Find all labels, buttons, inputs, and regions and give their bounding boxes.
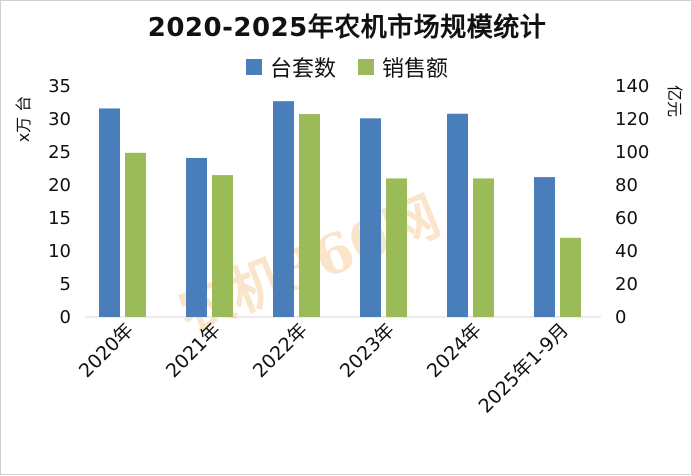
y-left-axis-title: x万 台 <box>14 96 33 143</box>
bar-units-1 <box>99 108 120 317</box>
y-right-tick-label: 80 <box>615 175 638 196</box>
y-right-tick-label: 60 <box>615 208 638 229</box>
bar-sales-4 <box>386 178 407 317</box>
y-left-tick-label: 25 <box>48 142 71 163</box>
legend-label-sales: 销售额 <box>382 57 449 82</box>
y-right-tick-label: 0 <box>615 307 626 328</box>
y-left-tick-label: 5 <box>60 274 71 295</box>
y-left-tick-label: 15 <box>48 208 71 229</box>
x-tick-label: 2023年 <box>336 319 399 382</box>
legend-label-units: 台套数 <box>269 57 336 82</box>
x-tick-label: 2020年 <box>75 319 138 382</box>
x-tick-label: 2024年 <box>423 319 486 382</box>
bar-units-6 <box>534 177 555 317</box>
y-right-tick-label: 120 <box>615 109 649 130</box>
y-left-tick-label: 35 <box>48 76 71 97</box>
legend-item-sales: 销售额 <box>358 51 448 83</box>
y-right-tick-label: 20 <box>615 274 638 295</box>
y-right-tick-label: 140 <box>615 76 649 97</box>
bar-sales-2 <box>212 175 233 317</box>
legend-swatch-sales <box>358 59 374 75</box>
legend-swatch-units <box>245 59 262 75</box>
y-left-tick-label: 10 <box>48 241 71 262</box>
bar-sales-5 <box>473 178 494 317</box>
bar-units-5 <box>447 113 468 317</box>
y-left-tick-label: 30 <box>48 109 71 130</box>
chart-title: 2020-2025年农机市场规模统计 <box>147 13 547 43</box>
legend: 台套数 销售额 <box>1 51 692 83</box>
x-tick-label: 2025年1-9月 <box>474 319 573 418</box>
bar-sales-3 <box>299 114 320 317</box>
bar-units-3 <box>273 101 294 318</box>
y-left-tick-label: 20 <box>48 175 71 196</box>
bar-sales-1 <box>125 152 146 317</box>
y-right-tick-label: 40 <box>615 241 638 262</box>
y-left-tick-label: 0 <box>60 307 71 328</box>
bar-units-2 <box>186 157 207 317</box>
bar-sales-6 <box>560 237 581 317</box>
legend-item-units: 台套数 <box>245 51 336 83</box>
y-right-axis-title: 亿元 <box>665 85 684 117</box>
x-tick-label: 2022年 <box>249 319 312 382</box>
y-right-tick-label: 100 <box>615 142 649 163</box>
bar-units-4 <box>360 118 381 317</box>
